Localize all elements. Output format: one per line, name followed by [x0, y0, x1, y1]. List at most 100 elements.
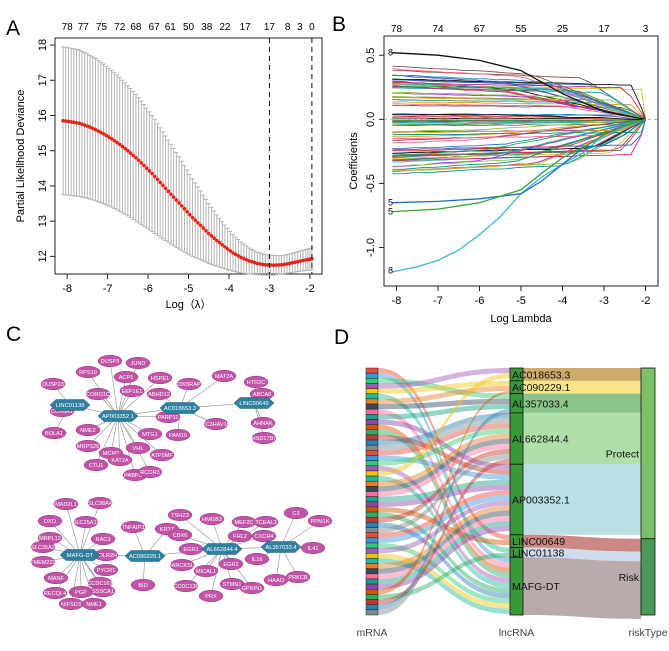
mrna-node-label: SLC38A4 [88, 501, 112, 507]
mrna-node-label: ABHD12 [148, 392, 170, 398]
top-axis-label: 0 [309, 22, 315, 33]
coefficient-path [392, 118, 646, 124]
mrna-node-label: STMN1 [223, 582, 242, 588]
lncrna-hub-node [159, 402, 201, 414]
deviance-point [255, 261, 260, 266]
sankey-mrna-block [365, 553, 379, 559]
sankey-flow-mrna-lncrna [378, 403, 510, 420]
y-axis-title: Coefficients [348, 132, 360, 190]
deviance-point [136, 158, 141, 163]
mrna-node-label: MAD2L1 [55, 502, 77, 508]
sankey-mrna-block [365, 378, 379, 384]
deviance-point [220, 242, 225, 247]
mrna-node-label: JUND [131, 361, 146, 367]
mrna-node [125, 441, 151, 455]
sankey-mrna-block [365, 398, 379, 405]
mrna-node-label: HSPE1 [151, 376, 169, 382]
top-axis-label: 25 [557, 24, 569, 35]
mrna-node-label: MRPS26 [77, 444, 99, 450]
sankey-flow-lncrna-risk [523, 547, 641, 562]
deviance-point [109, 136, 114, 141]
sankey-flow-mrna-lncrna [378, 373, 510, 477]
sankey-flow-mrna-lncrna [378, 433, 510, 487]
sankey-axis-label: mRNA [357, 627, 388, 639]
y-tick-label: 12 [37, 250, 49, 262]
sankey-lncrna-label: AL357033.4 [512, 398, 569, 410]
mrna-node-label: SLC25A11 [73, 520, 100, 526]
lncrna-hub-label: AL357033.4 [265, 545, 297, 551]
mrna-node-label: HSD17B7 [252, 436, 277, 442]
sankey-mrna-block [365, 444, 379, 451]
sankey-mrna-block [365, 491, 379, 497]
sankey-flow-mrna-lncrna [378, 495, 510, 543]
network-edge [54, 554, 81, 594]
network-edge [79, 554, 82, 593]
top-axis-label: 8 [285, 22, 291, 33]
coefficient-path-path-blue [392, 118, 646, 204]
y-tick-label: 15 [37, 145, 49, 157]
sankey-flow-mrna-lncrna [378, 506, 510, 546]
network-edge [95, 415, 119, 466]
mrna-node [30, 555, 56, 569]
sankey-mrna-block [365, 578, 379, 585]
sankey-flow-mrna-lncrna [378, 391, 510, 595]
sankey-mrna-block [365, 527, 379, 533]
sankey-lncrna-label: LINC01138 [512, 547, 565, 559]
sankey-mrna-block [365, 604, 379, 611]
sankey-flow-mrna-lncrna [378, 489, 510, 538]
mrna-node-label: POLR2H [95, 553, 117, 559]
mrna-node-label: MAT2A [215, 374, 234, 380]
mrna-node-label: PGP [75, 590, 87, 596]
x-tick-label: -5 [184, 283, 194, 295]
deviance-point [85, 124, 90, 128]
deviance-point [163, 186, 168, 191]
deviance-point [239, 255, 243, 260]
network-edge [117, 376, 127, 417]
mrna-node-label: MICAL1 [196, 569, 216, 575]
top-axis-label: 77 [78, 22, 90, 33]
x-tick-label: -7 [433, 295, 443, 307]
mrna-node [42, 586, 68, 600]
deviance-point [74, 120, 79, 125]
mrna-node-label: BOLA1 [45, 431, 63, 437]
mrna-node [283, 506, 309, 520]
sankey-lncrna-label: LINC00649 [512, 536, 565, 548]
lncrna-hub-node [233, 397, 275, 409]
panel-letter-d: D [334, 326, 349, 349]
deviance-point [152, 174, 157, 179]
y-tick-label: -0.5 [365, 174, 377, 193]
mrna-node [244, 552, 270, 566]
mrna-node-label: PARP11 [158, 415, 179, 421]
network-edge [117, 377, 161, 417]
deviance-point [112, 138, 117, 143]
mrna-node-label: PAM16 [169, 433, 187, 439]
mrna-node-label: RCOR3 [140, 470, 160, 476]
sankey-mrna-block [365, 408, 379, 415]
mrna-node [149, 448, 175, 462]
sankey-flow-mrna-lncrna [378, 510, 510, 574]
sankey-mrna-block [365, 424, 379, 430]
mrna-node-label: HAAO [268, 578, 285, 584]
sankey-mrna-block [365, 542, 379, 549]
mrna-node-label: SSSCA1 [92, 589, 114, 595]
deviance-point [228, 249, 233, 253]
network-edge [109, 360, 119, 417]
mrna-node [167, 528, 193, 542]
mrna-node [75, 365, 101, 379]
path-end-label: 8 [388, 266, 393, 276]
sankey-flow-mrna-lncrna [378, 479, 510, 502]
sankey-flow-mrna-lncrna [378, 505, 510, 569]
sankey-flow-mrna-lncrna [378, 429, 510, 578]
sankey-mrna-block [365, 594, 379, 600]
top-axis-label: 22 [219, 22, 231, 33]
deviance-point [171, 195, 176, 199]
deviance-point [258, 262, 262, 266]
sankey-mrna-block [365, 501, 379, 508]
mrna-node [300, 541, 326, 555]
sankey-flow-mrna-lncrna [378, 398, 510, 410]
sankey-mrna-block [365, 383, 379, 389]
network-edge [65, 503, 81, 556]
sankey-mrna-block [365, 403, 379, 410]
coefficient-path [392, 119, 646, 162]
